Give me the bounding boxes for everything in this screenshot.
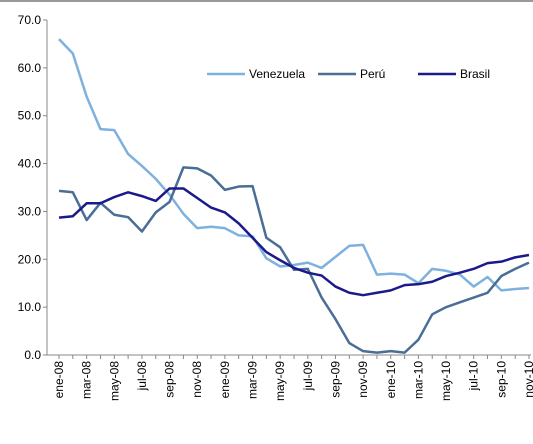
x-tick-label: sep-08 bbox=[163, 361, 177, 398]
x-tick-label: jul-10 bbox=[467, 361, 481, 392]
y-tick-label: 70.0 bbox=[18, 13, 42, 27]
x-tick-label: jul-08 bbox=[135, 361, 149, 392]
legend-label: Venezuela bbox=[249, 67, 305, 81]
legend-label: Brasil bbox=[460, 67, 490, 81]
x-tick-label: sep-10 bbox=[494, 361, 508, 398]
line-series bbox=[58, 166, 530, 354]
line-series bbox=[58, 187, 530, 297]
x-tick-label: may-10 bbox=[439, 361, 453, 401]
x-tick-label: may-08 bbox=[107, 361, 121, 401]
legend-label: Perú bbox=[360, 67, 385, 81]
x-tick-label: sep-09 bbox=[328, 361, 342, 398]
y-tick-label: 10.0 bbox=[18, 300, 42, 314]
x-tick-label: ene-09 bbox=[218, 361, 232, 399]
x-tick-label: nov-08 bbox=[190, 361, 204, 398]
y-tick-label: 60.0 bbox=[18, 61, 42, 75]
x-tick-label: jul-09 bbox=[301, 361, 315, 392]
x-tick-label: nov-10 bbox=[522, 361, 533, 398]
x-tick-label: mar-09 bbox=[246, 361, 260, 399]
y-tick-label: 50.0 bbox=[18, 109, 42, 123]
x-tick-label: may-09 bbox=[273, 361, 287, 401]
y-tick-label: 0.0 bbox=[24, 348, 41, 362]
x-tick-label: ene-08 bbox=[52, 361, 66, 399]
y-tick-label: 40.0 bbox=[18, 157, 42, 171]
line-series bbox=[58, 38, 530, 292]
y-tick-label: 20.0 bbox=[18, 252, 42, 266]
y-tick-label: 30.0 bbox=[18, 204, 42, 218]
x-tick-label: ene-10 bbox=[384, 361, 398, 399]
x-tick-label: mar-08 bbox=[80, 361, 94, 399]
x-tick-label: nov-09 bbox=[356, 361, 370, 398]
x-tick-label: mar-10 bbox=[411, 361, 425, 399]
